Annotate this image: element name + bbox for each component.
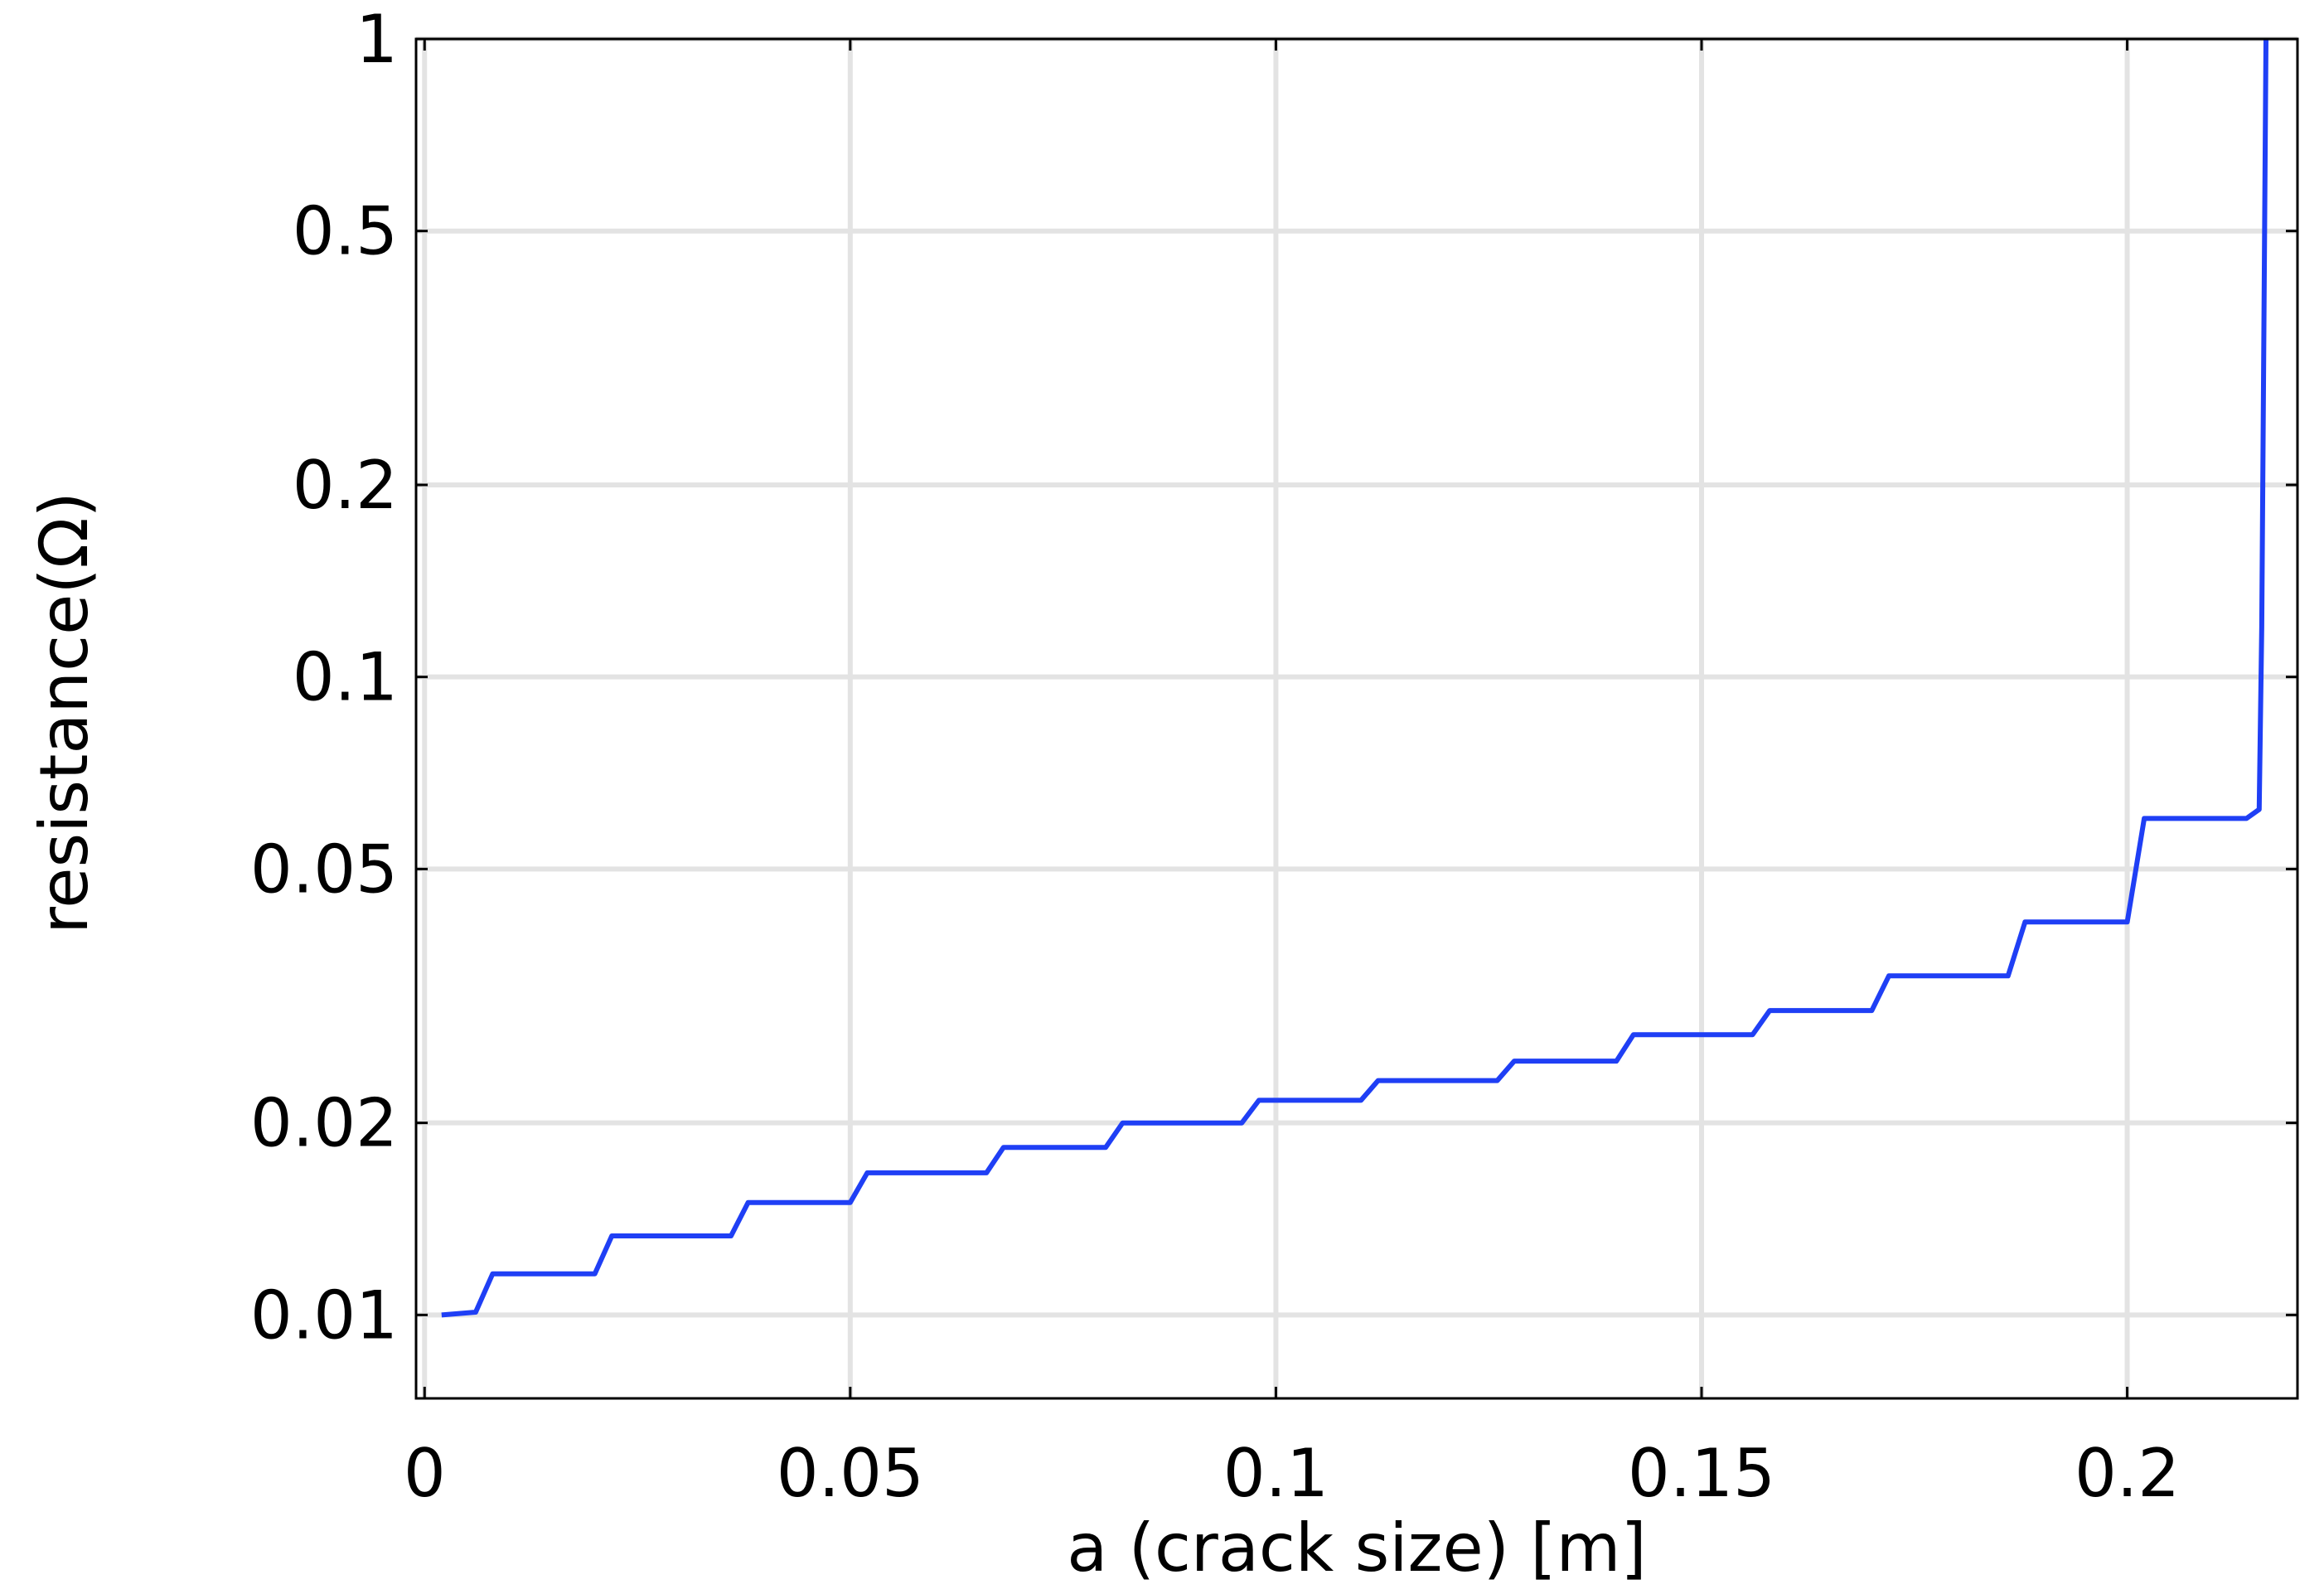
x-tick-label: 0.1: [1223, 1435, 1329, 1512]
y-tick-label: 0.2: [293, 447, 398, 524]
plot-frame: [414, 37, 2299, 1400]
x-tick-labels: 0 0.05 0.1 0.15 0.2: [404, 1435, 2180, 1512]
grid-lines: [416, 36, 2297, 1398]
series-line: [441, 38, 2268, 1318]
y-tick-label: 1: [356, 1, 398, 78]
y-tick-label: 0.02: [250, 1085, 398, 1162]
axis-ticks: [416, 37, 2297, 1398]
x-tick-label: 0: [404, 1435, 446, 1512]
y-axis-title: resistance(Ω): [26, 492, 103, 934]
x-tick-label: 0.2: [2075, 1435, 2180, 1512]
y-tick-label: 0.01: [250, 1277, 398, 1354]
x-axis-title: a (crack size) [m]: [1067, 1509, 1646, 1587]
y-tick-label: 0.5: [293, 193, 398, 270]
y-tick-labels: 0.01 0.02 0.05 0.1 0.2 0.5 1: [250, 1, 398, 1354]
y-tick-label: 0.1: [293, 639, 398, 716]
y-tick-label: 0.05: [250, 831, 398, 908]
series-layer: [441, 38, 2268, 1318]
x-tick-label: 0.05: [777, 1435, 924, 1512]
x-tick-label: 0.15: [1628, 1435, 1775, 1512]
